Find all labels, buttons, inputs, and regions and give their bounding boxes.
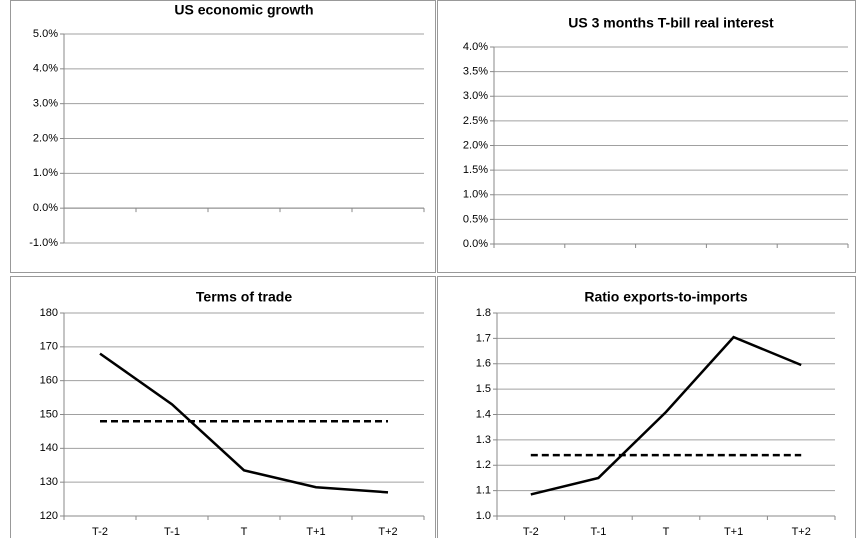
panel [437,276,856,538]
y-tick-label: 2.0% [33,132,58,144]
y-tick-label: 1.1 [476,485,491,497]
y-tick-label: 1.3 [476,434,491,446]
x-tick-label: T [663,526,670,538]
x-tick-label: T-1 [590,526,606,538]
y-tick-label: 170 [40,341,58,353]
y-tick-label: -1.0% [29,237,58,249]
y-tick-label: 1.0% [463,189,488,201]
panel [10,276,436,538]
y-tick-label: 160 [40,375,58,387]
series-line [99,352,389,494]
x-tick-label: T+1 [306,526,325,538]
y-tick-label: 5.0% [33,28,58,40]
y-tick-label: 3.0% [463,90,488,102]
y-tick-label: 4.0% [33,63,58,75]
y-tick-label: 4.0% [463,41,488,53]
y-tick-label: 1.5 [476,383,491,395]
x-tick-label: T-2 [523,526,539,538]
x-tick-label: T+2 [792,526,811,538]
x-tick-label: T+2 [378,526,397,538]
x-tick-label: T+1 [724,526,743,538]
y-tick-label: 0.5% [463,213,488,225]
y-tick-label: 1.4 [476,408,491,420]
panel [437,0,856,273]
x-tick-label: T-1 [164,526,180,538]
series-line [530,335,802,496]
chart-title: Ratio exports-to-imports [584,289,748,305]
y-tick-label: 2.0% [463,139,488,151]
y-tick-label: 1.7 [476,332,491,344]
y-tick-label: 3.5% [463,66,488,78]
y-tick-label: 140 [40,442,58,454]
y-tick-label: 0.0% [463,238,488,250]
y-tick-label: 2.5% [463,115,488,127]
y-tick-label: 120 [40,510,58,522]
y-tick-label: 180 [40,307,58,319]
x-tick-label: T [241,526,248,538]
y-tick-label: 1.2 [476,459,491,471]
y-tick-label: 0.0% [33,202,58,214]
y-tick-label: 3.0% [33,98,58,110]
x-tick-label: T-2 [92,526,108,538]
y-tick-label: 1.0% [33,167,58,179]
y-tick-label: 1.0 [476,510,491,522]
y-tick-label: 1.8 [476,307,491,319]
y-tick-label: 1.6 [476,358,491,370]
panel [10,0,436,273]
chart-title: US economic growth [174,2,313,18]
y-tick-label: 130 [40,476,58,488]
y-tick-label: 1.5% [463,164,488,176]
y-tick-label: 150 [40,408,58,420]
chart-title: Terms of trade [196,289,292,305]
chart-title: US 3 months T-bill real interest [568,15,774,31]
